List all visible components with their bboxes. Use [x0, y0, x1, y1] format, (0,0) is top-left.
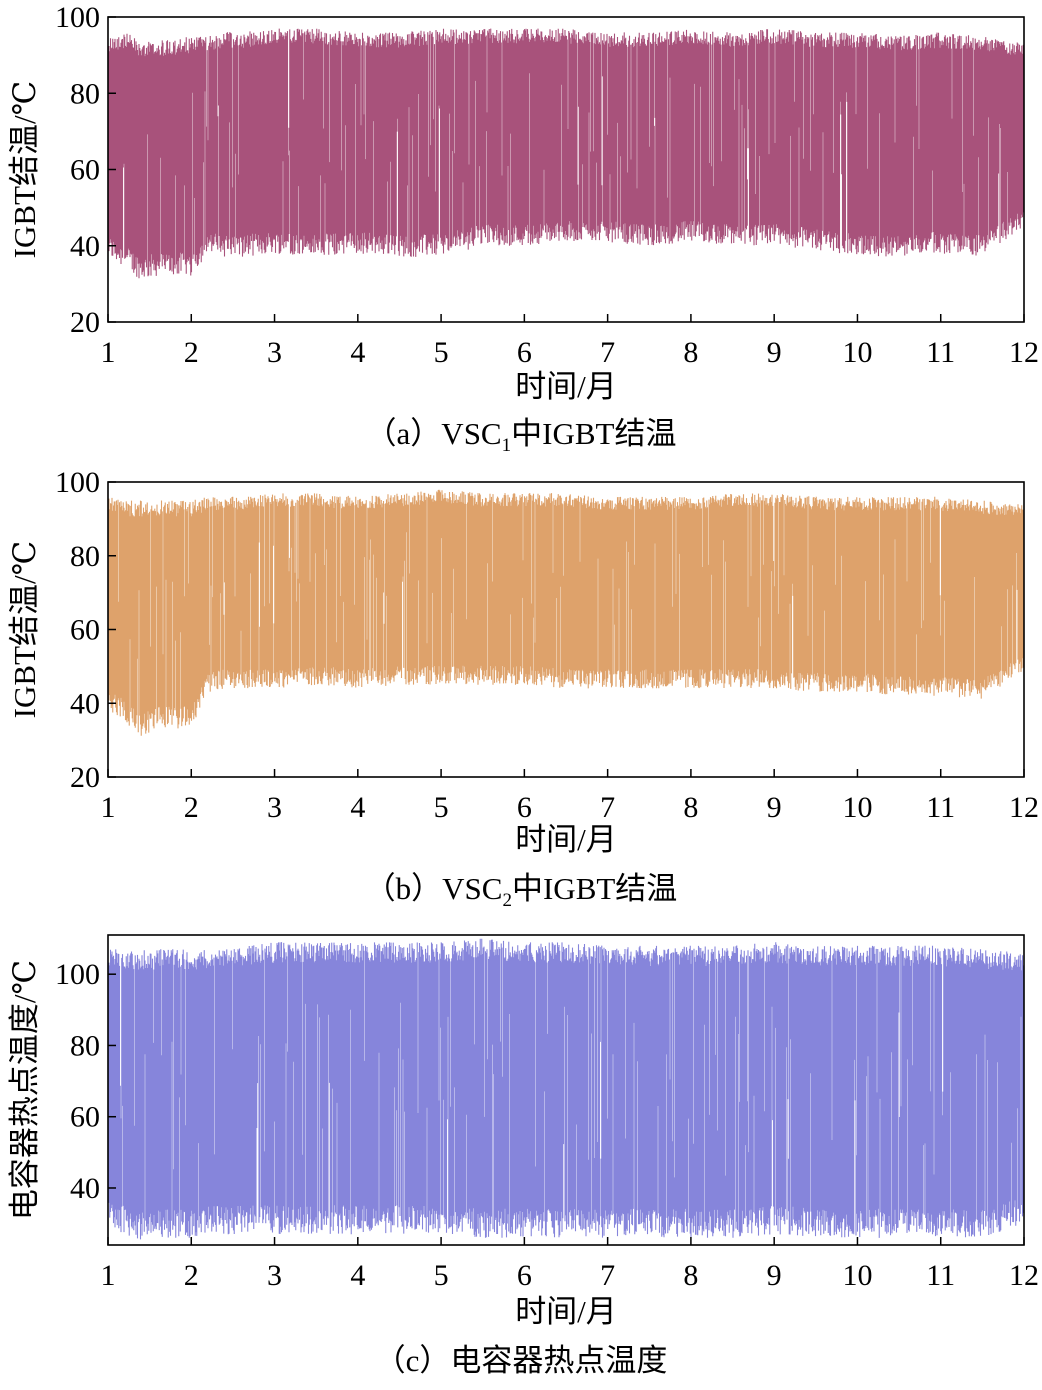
series-trace: [108, 938, 1024, 1240]
caption-c: （c）电容器热点温度: [374, 1343, 668, 1378]
x-tick-label: 1: [101, 791, 116, 824]
x-tick-label: 5: [434, 791, 449, 824]
y-tick-label: 100: [55, 958, 100, 991]
x-tick-label: 12: [1009, 336, 1039, 369]
y-tick-label: 60: [70, 614, 100, 647]
x-tick-label: 9: [767, 1259, 782, 1292]
series-trace: [108, 28, 1024, 279]
y-tick-label: 60: [70, 154, 100, 187]
x-tick-label: 6: [517, 1259, 532, 1292]
y-tick-label: 80: [70, 540, 100, 573]
x-tick-label: 3: [267, 1259, 282, 1292]
x-tick-label: 4: [350, 1259, 365, 1292]
y-tick-label: 100: [55, 466, 100, 499]
y-tick-label: 80: [70, 77, 100, 110]
plot-frame: [107, 934, 1025, 1246]
y-tick-label: 40: [70, 230, 100, 263]
series-line: [108, 28, 1024, 279]
x-axis-label: 时间/月: [515, 369, 617, 404]
x-tick-label: 9: [767, 336, 782, 369]
x-tick-label: 4: [350, 336, 365, 369]
x-tick-label: 7: [600, 336, 615, 369]
x-tick-label: 12: [1009, 791, 1039, 824]
x-axis-label: 时间/月: [515, 822, 617, 857]
y-tick-label: 40: [70, 1172, 100, 1205]
y-axis-label: IGBT结温/℃: [7, 81, 42, 259]
x-tick-label: 6: [517, 336, 532, 369]
x-tick-label: 1: [101, 336, 116, 369]
y-tick-label: 80: [70, 1029, 100, 1062]
x-tick-label: 2: [184, 791, 199, 824]
x-tick-label: 2: [184, 336, 199, 369]
y-tick-label: 20: [70, 306, 100, 339]
x-tick-label: 10: [842, 1259, 872, 1292]
x-tick-label: 11: [926, 791, 955, 824]
y-tick-label: 60: [70, 1101, 100, 1134]
series-trace: [108, 489, 1024, 736]
series-line: [108, 489, 1024, 736]
x-tick-label: 10: [842, 336, 872, 369]
x-tick-label: 3: [267, 336, 282, 369]
x-tick-label: 3: [267, 791, 282, 824]
x-tick-label: 8: [683, 791, 698, 824]
x-tick-label: 8: [683, 336, 698, 369]
x-tick-label: 7: [600, 1259, 615, 1292]
x-tick-label: 12: [1009, 1259, 1039, 1292]
x-tick-label: 6: [517, 791, 532, 824]
y-axis-label: 电容器热点温度/℃: [7, 960, 42, 1220]
x-tick-label: 1: [101, 1259, 116, 1292]
x-tick-label: 9: [767, 791, 782, 824]
y-axis-label: IGBT结温/℃: [7, 541, 42, 719]
x-tick-label: 11: [926, 336, 955, 369]
y-tick-label: 40: [70, 687, 100, 720]
x-tick-label: 2: [184, 1259, 199, 1292]
caption-a: （a）VSC1中IGBT结温: [365, 416, 677, 457]
series-line: [108, 938, 1024, 1240]
x-tick-label: 7: [600, 791, 615, 824]
y-tick-label: 100: [55, 1, 100, 34]
caption-b: （b）VSC2中IGBT结温: [364, 871, 678, 912]
x-tick-label: 10: [842, 791, 872, 824]
x-tick-label: 5: [434, 336, 449, 369]
x-tick-label: 8: [683, 1259, 698, 1292]
y-tick-label: 20: [70, 761, 100, 794]
x-tick-label: 11: [926, 1259, 955, 1292]
x-tick-label: 5: [434, 1259, 449, 1292]
x-tick-label: 4: [350, 791, 365, 824]
x-axis-label: 时间/月: [515, 1294, 617, 1329]
